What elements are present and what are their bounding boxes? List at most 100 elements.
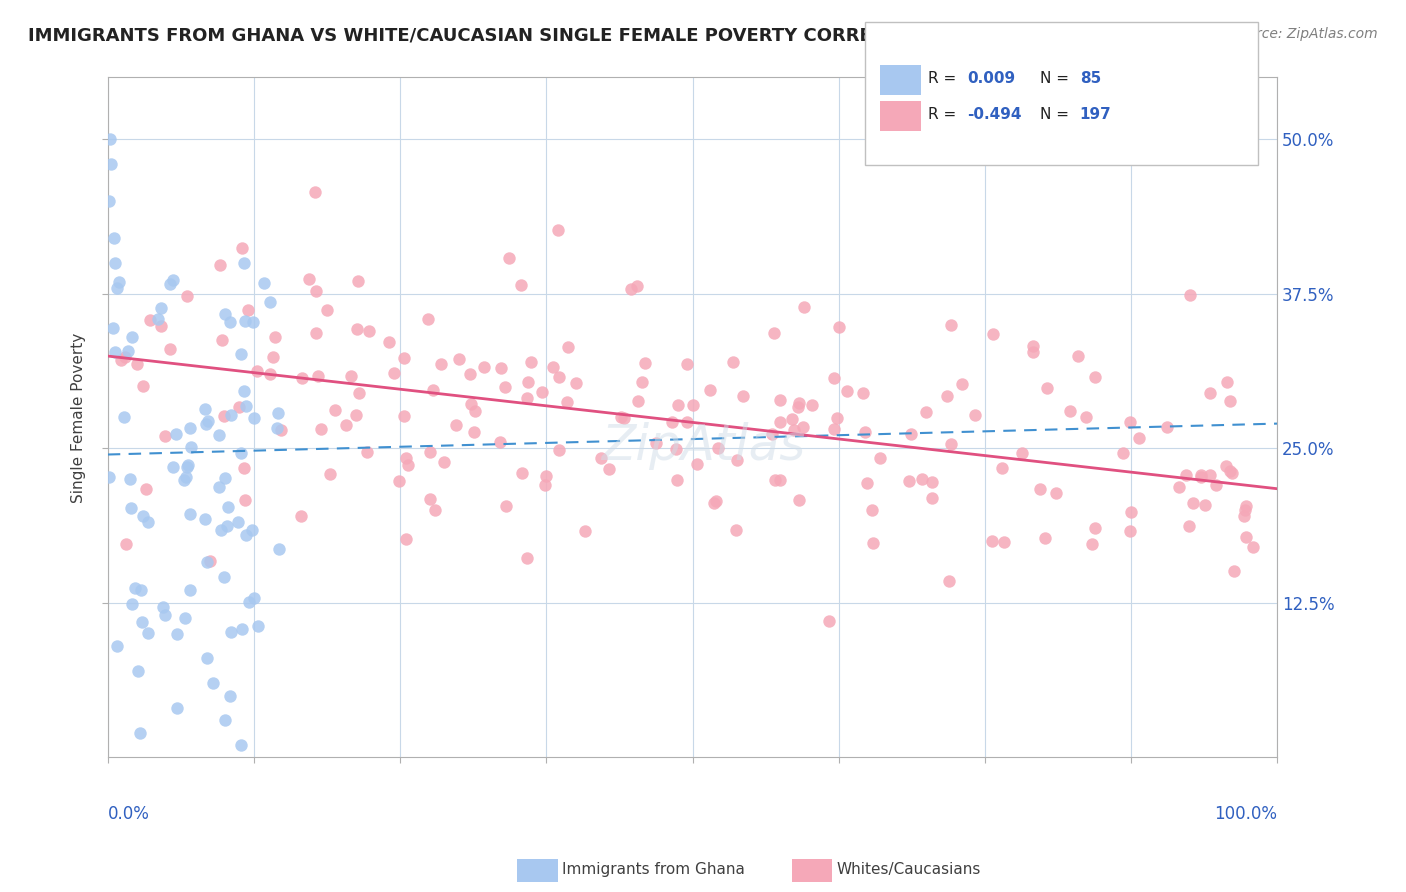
- Point: [229, 446, 252, 460]
- Point: [444, 417, 467, 432]
- Point: [762, 326, 785, 340]
- Point: [1084, 521, 1107, 535]
- Point: [498, 251, 520, 265]
- Point: [769, 416, 792, 430]
- Point: [228, 400, 250, 414]
- Point: [212, 409, 235, 424]
- Point: [262, 350, 284, 364]
- Point: [180, 440, 202, 454]
- Point: [176, 289, 198, 303]
- Point: [124, 581, 146, 595]
- Point: [1118, 524, 1140, 538]
- Point: [1232, 508, 1254, 523]
- Point: [769, 473, 792, 487]
- Text: R =: R =: [928, 107, 956, 121]
- Point: [547, 223, 569, 237]
- Point: [240, 523, 263, 537]
- Point: [1191, 467, 1213, 482]
- Point: [266, 421, 288, 435]
- Point: [217, 519, 239, 533]
- Point: [510, 467, 533, 481]
- Point: [685, 457, 707, 471]
- Point: [267, 542, 290, 557]
- Point: [517, 376, 540, 390]
- Point: [1022, 339, 1045, 353]
- Point: [981, 327, 1004, 342]
- Point: [676, 357, 699, 371]
- Point: [304, 185, 326, 199]
- Point: [1241, 540, 1264, 554]
- Point: [232, 384, 254, 399]
- Point: [1182, 496, 1205, 510]
- Point: [166, 627, 188, 641]
- Point: [263, 330, 285, 344]
- Point: [620, 282, 643, 296]
- Point: [211, 333, 233, 347]
- Point: [318, 467, 340, 482]
- Point: [557, 340, 579, 354]
- Text: 85: 85: [1080, 71, 1101, 86]
- Point: [1178, 518, 1201, 533]
- Point: [823, 371, 845, 385]
- Point: [460, 397, 482, 411]
- Point: [173, 610, 195, 624]
- Text: R =: R =: [928, 71, 956, 86]
- Point: [464, 403, 486, 417]
- Text: IMMIGRANTS FROM GHANA VS WHITE/CAUCASIAN SINGLE FEMALE POVERTY CORRELATION CHART: IMMIGRANTS FROM GHANA VS WHITE/CAUCASIAN…: [28, 27, 1019, 45]
- Point: [541, 360, 564, 375]
- Point: [174, 470, 197, 484]
- Point: [357, 324, 380, 338]
- Point: [388, 474, 411, 488]
- Point: [382, 366, 405, 380]
- Point: [120, 472, 142, 486]
- Point: [115, 537, 138, 551]
- Point: [898, 474, 921, 488]
- Point: [270, 423, 292, 437]
- Point: [1174, 467, 1197, 482]
- Point: [1199, 385, 1222, 400]
- Point: [921, 491, 943, 505]
- Point: [645, 435, 668, 450]
- Point: [114, 350, 136, 364]
- Point: [862, 535, 884, 549]
- Point: [291, 371, 314, 385]
- Point: [340, 368, 363, 383]
- Point: [1199, 467, 1222, 482]
- Point: [108, 275, 131, 289]
- Point: [900, 426, 922, 441]
- Point: [950, 376, 973, 391]
- Point: [463, 425, 485, 440]
- Point: [818, 615, 841, 629]
- Point: [1045, 486, 1067, 500]
- Point: [494, 380, 516, 394]
- Point: [231, 622, 253, 636]
- Point: [148, 311, 170, 326]
- Point: [856, 476, 879, 491]
- Point: [761, 427, 783, 442]
- Point: [395, 532, 418, 546]
- Text: N =: N =: [1040, 107, 1070, 121]
- Point: [117, 344, 139, 359]
- Point: [98, 132, 121, 146]
- Point: [120, 500, 142, 515]
- Point: [214, 471, 236, 485]
- Point: [103, 231, 125, 245]
- Point: [259, 295, 281, 310]
- Point: [472, 359, 495, 374]
- Point: [238, 302, 260, 317]
- Point: [173, 473, 195, 487]
- Point: [316, 303, 339, 318]
- Point: [159, 343, 181, 357]
- Y-axis label: Single Female Poverty: Single Female Poverty: [72, 333, 86, 502]
- Point: [214, 570, 236, 584]
- Point: [335, 417, 357, 432]
- Text: -0.494: -0.494: [967, 107, 1022, 121]
- Point: [666, 398, 689, 412]
- Point: [1011, 446, 1033, 460]
- Point: [910, 472, 932, 486]
- Point: [129, 583, 152, 598]
- Point: [219, 409, 242, 423]
- Point: [131, 379, 153, 393]
- Point: [703, 496, 725, 510]
- Point: [793, 300, 815, 314]
